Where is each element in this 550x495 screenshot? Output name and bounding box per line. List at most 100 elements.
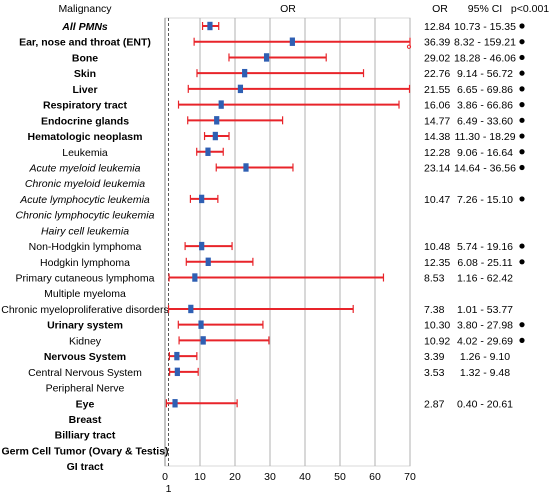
significance-dot [519,54,525,61]
forest-row: GI tract [67,461,104,473]
row-label: Billiary tract [55,430,116,442]
or-value: 23.14 [424,162,450,174]
row-label: Skin [74,68,96,80]
significance-dot [519,337,525,343]
forest-row: Urinary system 10.30 3.80 - 27.98 [47,320,525,332]
row-label: Bone [72,52,98,64]
row-label: Endocrine glands [41,115,129,127]
forest-row: Chronic myeloid leukemia [25,178,145,190]
or-value: 3.39 [424,351,445,363]
x-tick-label: 20 [229,471,241,483]
or-point [188,304,194,314]
significance-dot [519,86,525,92]
forest-row: Liver 21.55 6.65 - 69.86 [72,84,525,96]
or-value: 10.47 [424,194,450,206]
or-value: 12.28 [424,147,450,159]
ci-overflow-marker [406,44,412,49]
row-label: Chronic myeloid leukemia [25,178,145,190]
or-value: 8.53 [424,273,445,285]
forest-row: Kidney 10.92 4.02 - 29.69 [69,335,525,347]
or-point [199,241,205,251]
significance-dot [519,23,525,29]
forest-row: Central Nervous System 3.53 1.32 - 9.48 [28,367,510,379]
or-value: 21.55 [424,84,450,96]
forest-row: Skin 22.76 9.14 - 56.72 [74,68,525,80]
row-label: Germ Cell Tumor (Ovary & Testis) [1,445,168,457]
row-label: Liver [72,84,97,96]
rows: All PMNs 12.84 10.73 - 15.35 Ear, nose and … [1,21,525,473]
or-point [243,163,249,172]
row-label: Peripheral Nerve [46,383,125,395]
ci-value: 14.64 - 36.56 [454,162,516,174]
or-value: 22.76 [424,68,450,80]
or-point [199,194,205,204]
header-ci: 95% CI [468,3,502,15]
forest-row: Peripheral Nerve [46,383,125,395]
ci-value: 6.65 - 69.86 [457,84,513,96]
x-tick-label: 0 [162,471,168,483]
forest-row: Endocrine glands 14.77 6.49 - 33.60 [41,115,525,127]
or-point [174,367,180,377]
or-value: 29.02 [424,52,450,64]
forest-row: Bone 29.02 18.28 - 46.06 [72,52,525,64]
row-label: Acute myeloid leukemia [29,162,141,174]
or-value: 12.35 [424,257,450,269]
ci-value: 9.14 - 56.72 [457,68,513,80]
or-point [263,53,270,62]
significance-dot [519,322,525,328]
ci-value: 8.32 - 159.21 [454,37,516,49]
x-tick-label: 60 [369,471,381,483]
significance-dot [519,243,525,249]
ci-value: 1.32 - 9.48 [460,367,510,379]
or-point [237,84,244,94]
row-label: Urinary system [47,320,123,332]
row-label: Kidney [69,335,102,347]
row-label: Respiratory tract [43,100,128,112]
significance-dot [519,149,525,155]
ci-value: 6.08 - 25.11 [457,257,512,269]
ci-value: 3.86 - 66.86 [457,100,513,112]
forest-row: Hodgkin lymphoma 12.35 6.08 - 25.11 [40,257,525,269]
forest-row: Eye 2.87 0.40 - 20.61 [76,398,514,410]
forest-row: Ear, nose and throat (ENT) 36.39 8.32 - 15… [19,37,525,49]
header-malignancy: Malignancy [58,3,112,15]
ci-value: 3.80 - 27.98 [457,320,513,332]
ci-value: 7.26 - 15.10 [457,194,513,206]
reference-tick-label: 1 [166,483,172,495]
significance-dot [519,39,525,45]
or-point [192,273,198,282]
forest-row: Billiary tract [55,430,116,442]
significance-dot [519,117,525,123]
ci-value: 6.49 - 33.60 [457,115,513,127]
significance-dot [519,133,525,139]
row-label: Hairy cell leukemia [41,225,129,237]
x-tick-label: 40 [299,471,311,483]
header-plot-or: OR [280,3,296,15]
row-label: Leukemia [62,147,108,159]
row-label: Chronic myeloproliferative disorders [1,304,168,316]
or-value: 10.92 [424,335,450,347]
x-tick-label: 30 [264,471,276,483]
or-point [172,399,178,408]
significance-dot [519,70,525,76]
or-point [205,257,211,266]
or-point [242,68,248,78]
or-value: 7.38 [424,304,445,316]
forest-row: Hematologic neoplasm 14.38 11.30 - 18.29 [28,131,525,143]
forest-row: Chronic myeloproliferative disorders 7.38… [1,304,513,316]
or-point [289,37,295,46]
or-value: 10.48 [424,241,450,253]
forest-row: Germ Cell Tumor (Ovary & Testis) [1,445,168,457]
ci-value: 4.02 - 29.69 [457,335,513,347]
or-value: 14.38 [424,131,450,143]
forest-row: Non-Hodgkin lymphoma 10.48 5.74 - 19.16 [29,241,525,253]
x-tick-label: 10 [194,471,206,483]
or-point [198,320,204,329]
header-or: OR [432,3,448,15]
forest-row: Leukemia 12.28 9.06 - 16.64 [62,147,525,159]
forest-row: Breast [69,414,102,426]
significance-dot [519,102,525,108]
row-label: Nervous System [44,351,126,363]
x-axis: 0 10 20 30 40 50 60 70 1 [162,471,416,495]
ci-value: 1.01 - 53.77 [457,304,513,316]
